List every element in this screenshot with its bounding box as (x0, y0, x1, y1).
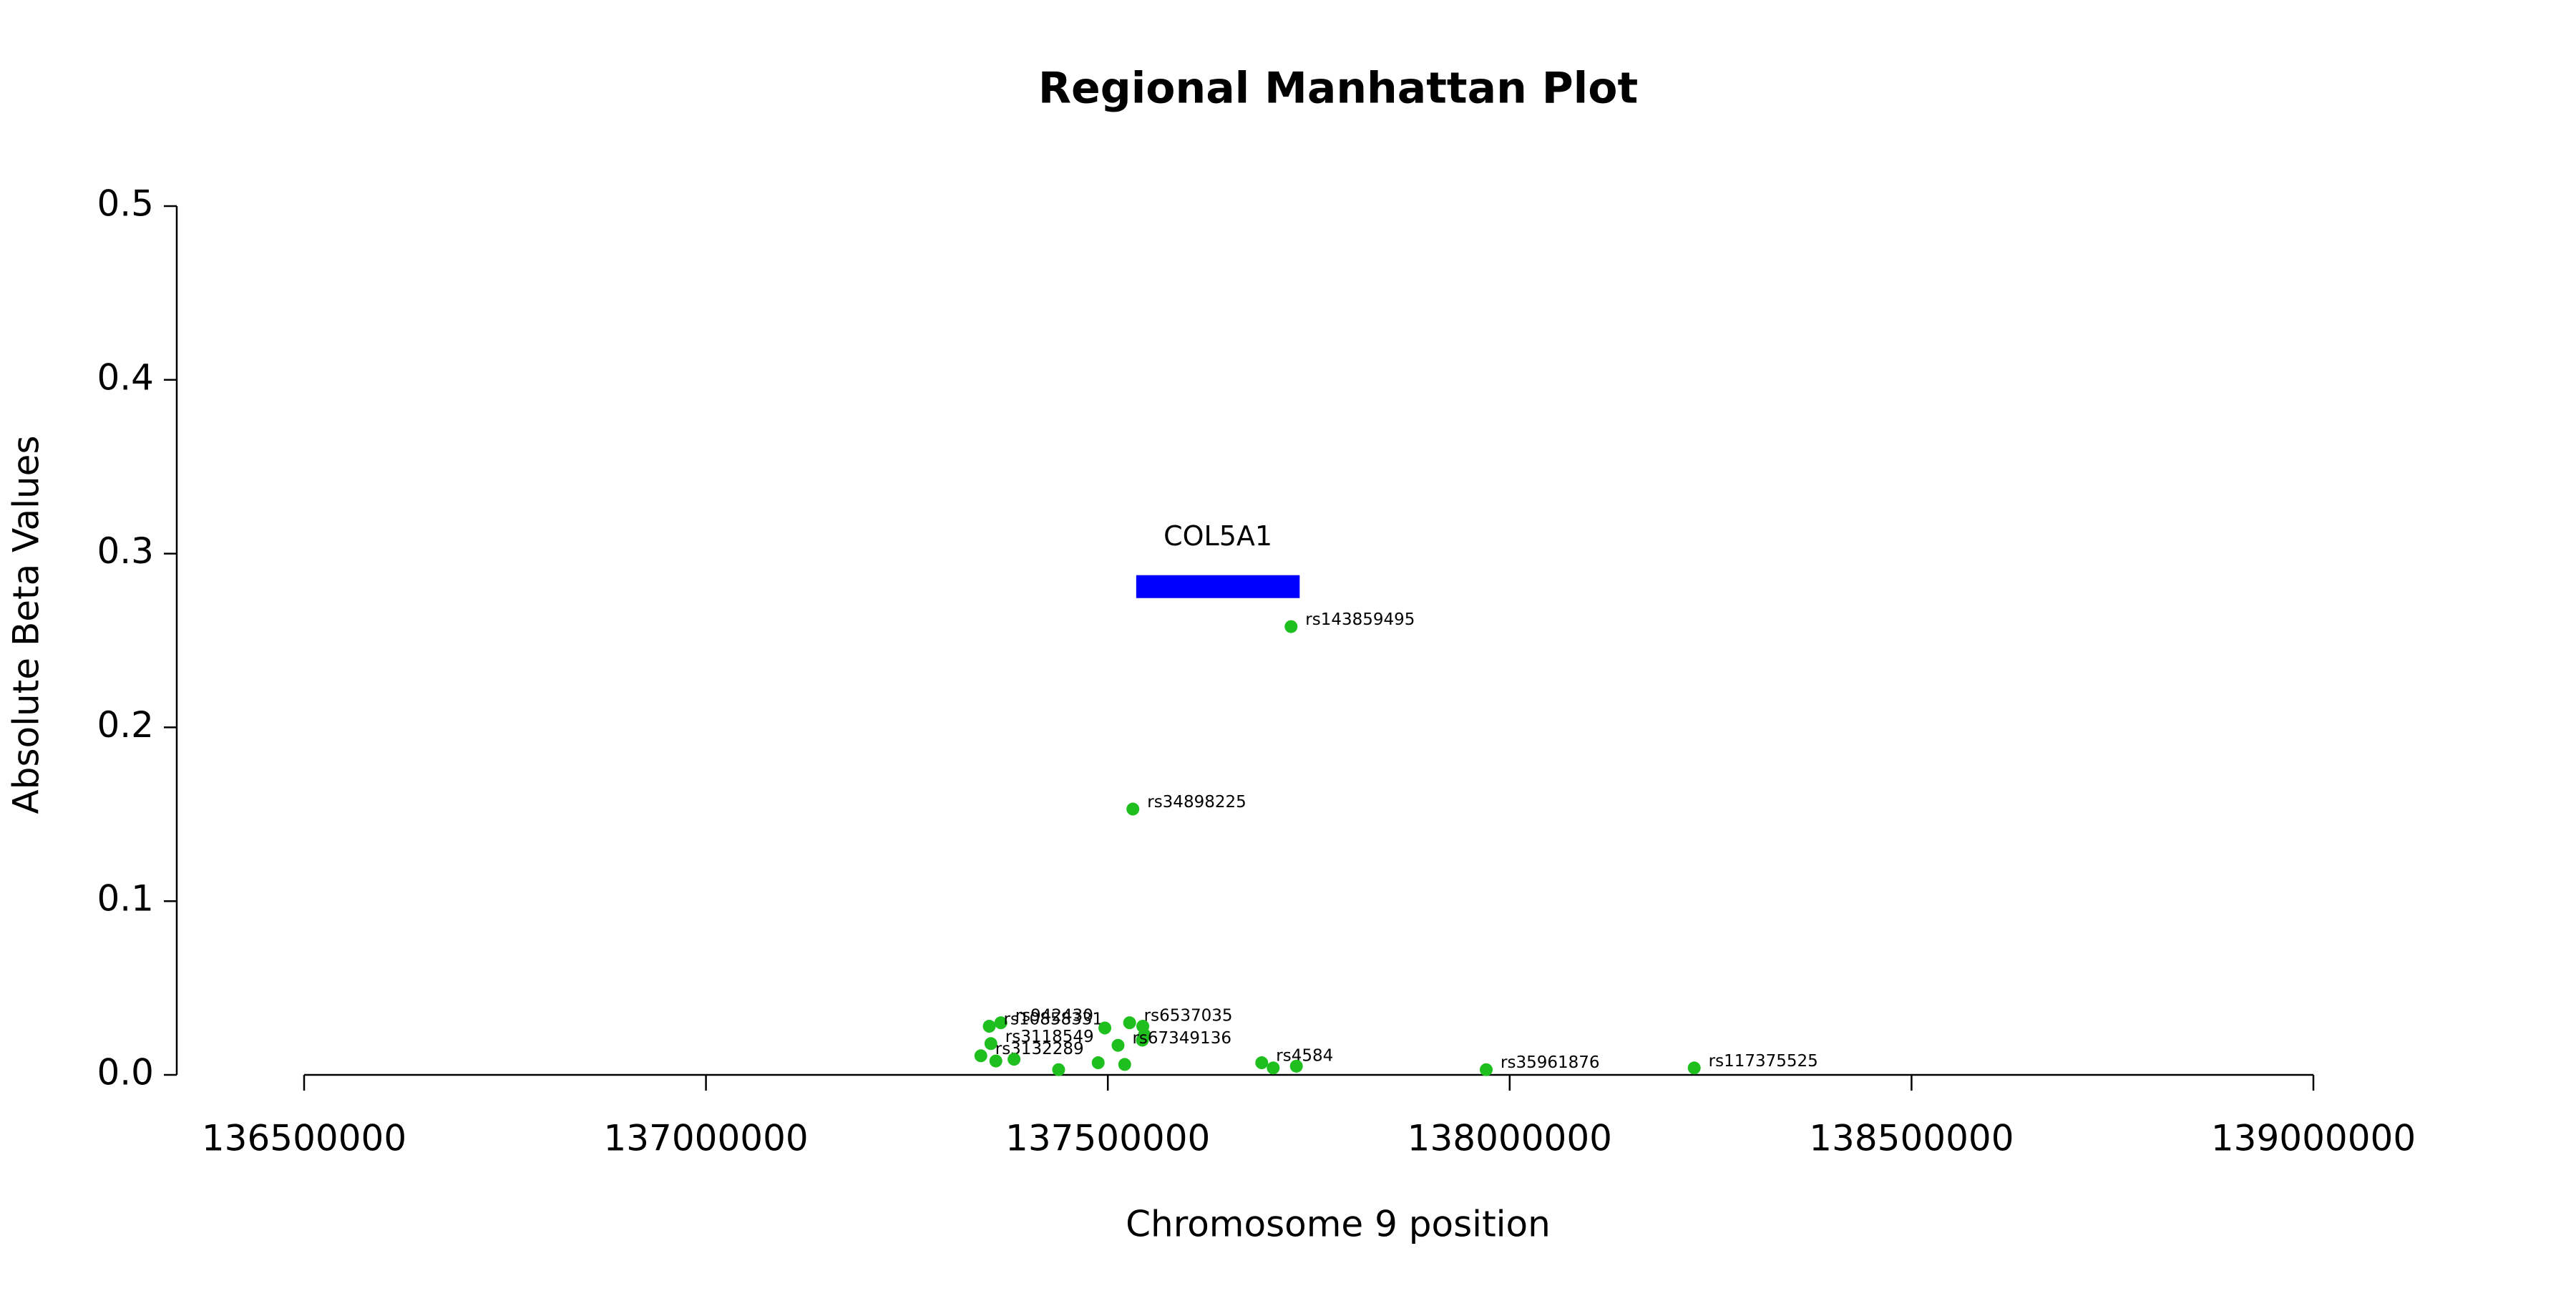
chart-title: Regional Manhattan Plot (1038, 64, 1638, 114)
snp-point (1111, 1038, 1125, 1052)
gene-bar (1136, 575, 1300, 598)
snp-point (994, 1016, 1008, 1030)
snp-point (974, 1049, 987, 1063)
snp-point (1255, 1056, 1269, 1070)
snp-point (1008, 1053, 1021, 1066)
snp-point (1687, 1061, 1701, 1075)
x-tick-label: 137000000 (603, 1118, 808, 1159)
snp-point (1480, 1063, 1493, 1076)
snp-label: rs6537035 (1144, 1007, 1233, 1026)
y-tick-label: 0.2 (97, 704, 154, 746)
x-tick-label: 138500000 (1809, 1118, 2014, 1159)
snp-point (1052, 1063, 1065, 1076)
y-axis-label: Absolute Beta Values (6, 436, 47, 814)
x-tick-label: 137500000 (1005, 1118, 1210, 1159)
snp-point (1284, 620, 1298, 633)
snp-label: rs3118549 (1005, 1028, 1094, 1046)
gene-label: COL5A1 (1163, 520, 1272, 552)
y-tick-label: 0.0 (97, 1052, 154, 1093)
y-tick-label: 0.1 (97, 878, 154, 920)
snp-point (1091, 1056, 1105, 1070)
snp-point (982, 1020, 996, 1033)
x-tick-label: 138000000 (1407, 1118, 1612, 1159)
snp-label: rs143859495 (1305, 610, 1415, 629)
snp-label: rs34898225 (1147, 793, 1246, 812)
snp-label: rs67349136 (1132, 1029, 1231, 1048)
snp-point (989, 1054, 1002, 1068)
y-tick-label: 0.5 (97, 183, 154, 225)
snp-point (1123, 1016, 1136, 1030)
snp-point (1136, 1033, 1149, 1047)
x-axis-label: Chromosome 9 position (1126, 1204, 1551, 1245)
snp-label: rs117375525 (1709, 1052, 1818, 1071)
y-tick-label: 0.3 (97, 530, 154, 572)
snp-label: rs942430 (1015, 1007, 1093, 1026)
snp-point (1126, 802, 1140, 816)
snp-point (1267, 1061, 1280, 1075)
x-tick-label: 139000000 (2211, 1118, 2416, 1159)
snp-point (1289, 1059, 1303, 1073)
snp-point (984, 1037, 997, 1051)
snp-point (1098, 1021, 1112, 1035)
y-tick-label: 0.4 (97, 356, 154, 398)
snp-label: rs10858331 (1004, 1010, 1103, 1029)
snp-label: rs3132289 (995, 1040, 1084, 1058)
snp-point (1118, 1058, 1131, 1071)
snp-label: rs4584 (1276, 1047, 1333, 1066)
snp-label: rs35961876 (1501, 1053, 1600, 1072)
x-tick-label: 136500000 (202, 1118, 406, 1159)
